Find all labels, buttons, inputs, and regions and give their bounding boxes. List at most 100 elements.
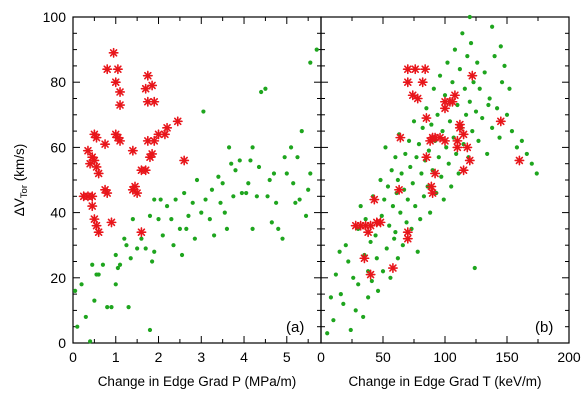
- data-point-dot: [470, 129, 475, 134]
- data-point-asterisk: [130, 181, 140, 192]
- data-point-dot: [231, 194, 236, 199]
- data-point-dot: [171, 243, 176, 248]
- asterisk-stroke: [90, 156, 99, 165]
- data-point-asterisk: [369, 194, 380, 205]
- asterisk-stroke: [431, 133, 439, 142]
- data-point-dot: [271, 171, 277, 176]
- data-point-asterisk: [439, 103, 451, 114]
- data-point-dot: [393, 155, 398, 160]
- asterisk-stroke: [94, 228, 103, 236]
- data-point-asterisk: [464, 155, 475, 166]
- asterisk-stroke: [451, 91, 459, 100]
- data-point-asterisk: [412, 93, 423, 104]
- data-point-asterisk: [427, 188, 438, 199]
- data-point-dot: [457, 67, 462, 72]
- data-point-dot: [393, 230, 398, 235]
- data-point-dot: [276, 226, 281, 231]
- data-point-dot: [421, 194, 427, 199]
- data-point-asterisk: [136, 165, 147, 176]
- y-axis-title-subscript: Tor: [19, 185, 30, 198]
- data-point-dot: [475, 60, 480, 65]
- data-point-asterisk: [108, 47, 119, 58]
- asterisk-stroke: [364, 228, 372, 236]
- data-point-dot: [502, 63, 507, 68]
- x-tick-label: 150: [495, 349, 519, 365]
- data-point-dot: [462, 86, 467, 91]
- data-point-dot: [435, 112, 440, 117]
- data-point-asterisk: [420, 64, 431, 75]
- data-point-dot: [395, 256, 400, 261]
- asterisk-stroke: [111, 78, 120, 86]
- data-point-dot: [216, 174, 221, 179]
- asterisk-stroke: [421, 65, 429, 73]
- asterisk-stroke: [427, 182, 436, 191]
- data-point-dot: [455, 102, 460, 108]
- data-point-dot: [303, 213, 309, 218]
- data-point-dot: [248, 158, 253, 163]
- data-point-dot: [126, 305, 131, 310]
- data-point-dot: [147, 213, 153, 218]
- asterisk-stroke: [456, 120, 464, 129]
- data-point-dot: [259, 89, 264, 95]
- data-point-dot: [113, 282, 118, 287]
- asterisk-stroke: [404, 65, 412, 73]
- data-point-dot: [158, 197, 163, 202]
- panel-b-frame: [320, 16, 570, 344]
- data-point-dot: [115, 265, 120, 271]
- data-point-dot: [368, 239, 373, 245]
- asterisk-stroke: [404, 228, 412, 236]
- data-point-dot: [494, 106, 500, 111]
- asterisk-stroke: [116, 137, 124, 145]
- data-point-dot: [356, 282, 361, 287]
- data-point-dot: [325, 331, 330, 336]
- data-point-dot: [416, 142, 422, 147]
- data-point-dot: [415, 249, 420, 254]
- data-point-dot: [351, 275, 356, 280]
- data-point-dot: [454, 151, 459, 157]
- data-point-dot: [424, 106, 429, 111]
- data-point-dot: [379, 213, 384, 218]
- data-point-dot: [346, 259, 351, 264]
- asterisk-stroke: [148, 81, 156, 90]
- data-point-dot: [361, 314, 366, 320]
- data-point-dot: [113, 252, 118, 258]
- x-tick-label: 4: [240, 349, 248, 365]
- data-point-asterisk: [91, 161, 102, 172]
- asterisk-stroke: [360, 254, 369, 263]
- data-point-dot: [207, 217, 212, 222]
- data-point-dot: [348, 327, 353, 333]
- asterisk-stroke: [515, 156, 524, 165]
- data-point-dot: [256, 164, 262, 170]
- asterisk-stroke: [141, 84, 150, 93]
- data-point-asterisk: [449, 90, 460, 101]
- data-point-dot: [465, 54, 470, 59]
- panel-b: 0 50 100 150 200 (b) Change in Edge Grad T (…: [317, 14, 581, 389]
- asterisk-stroke: [101, 140, 109, 148]
- data-point-dot: [476, 138, 481, 143]
- asterisk-stroke: [463, 143, 472, 152]
- data-point-dot: [90, 262, 95, 267]
- data-point-dot: [363, 217, 368, 222]
- data-point-dot: [492, 54, 497, 59]
- data-point-dot: [139, 236, 144, 241]
- data-point-dot: [143, 246, 148, 251]
- panel-a-ticks: 0 1 2 3 4 5 0 20 40 60 80 100: [43, 9, 321, 365]
- data-point-dot: [392, 236, 397, 241]
- data-point-dot: [384, 246, 389, 251]
- asterisk-stroke: [396, 133, 405, 142]
- asterisk-stroke: [422, 114, 431, 122]
- asterisk-stroke: [404, 234, 412, 243]
- data-point-dot: [413, 203, 418, 209]
- data-point-asterisk: [136, 227, 147, 238]
- asterisk-stroke: [459, 166, 468, 174]
- data-point-dot: [173, 197, 178, 202]
- data-point-asterisk: [462, 142, 473, 153]
- data-point-dot: [373, 233, 378, 238]
- data-point-dot: [201, 109, 206, 114]
- data-point-asterisk: [365, 269, 376, 280]
- asterisk-stroke: [137, 166, 146, 174]
- data-point-dot: [411, 119, 417, 124]
- x-tick-label: 3: [197, 349, 205, 365]
- data-point-asterisk: [100, 139, 111, 150]
